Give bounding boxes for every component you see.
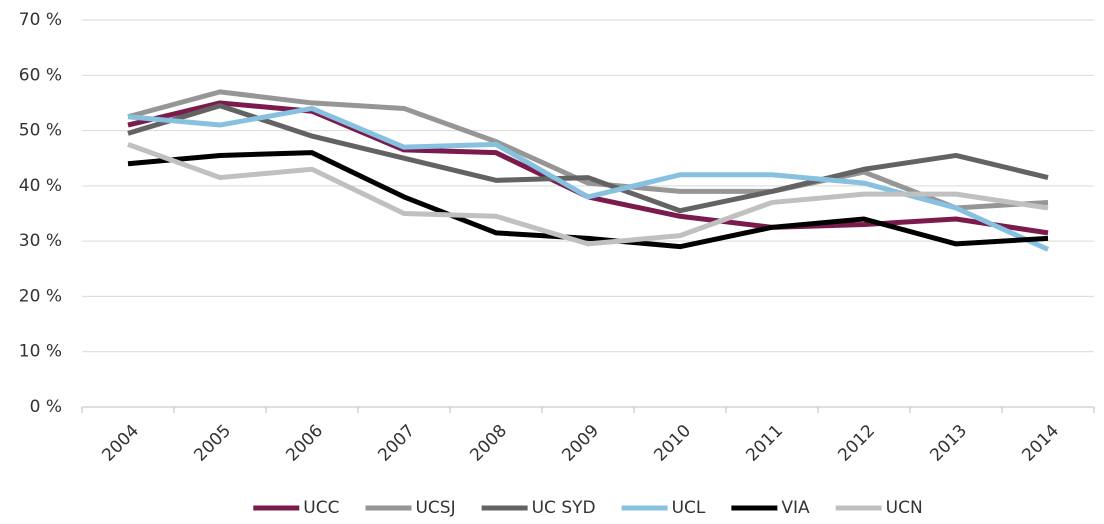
legend-label: VIA — [781, 498, 810, 518]
x-tick-label: 2004 — [98, 421, 143, 466]
y-tick-label: 40 % — [19, 176, 62, 196]
x-tick-label: 2006 — [282, 421, 327, 466]
y-tick-label: 30 % — [19, 231, 62, 251]
x-tick-label: 2005 — [190, 421, 235, 466]
y-tick-label: 60 % — [19, 65, 62, 85]
y-tick-label: 20 % — [19, 286, 62, 306]
x-tick-label: 2008 — [466, 421, 511, 466]
legend-label: UCSJ — [415, 498, 455, 518]
x-tick-label: 2012 — [834, 421, 879, 466]
x-tick-label: 2007 — [374, 421, 419, 466]
y-tick-label: 70 % — [19, 10, 62, 30]
legend: UCC UCSJ UC SYD UCL VIA UCN — [253, 498, 923, 518]
legend-label: UCL — [672, 498, 706, 518]
y-tick-label: 0 % — [30, 397, 62, 417]
legend-label: UCC — [303, 498, 339, 518]
series-line — [127, 103, 1049, 214]
series-line — [127, 105, 1050, 252]
y-tick-label: 50 % — [19, 121, 62, 141]
x-tick-label: 2014 — [1018, 421, 1063, 466]
x-tick-label: 2010 — [650, 421, 695, 466]
series-line — [127, 150, 1049, 250]
legend-label: UC SYD — [532, 498, 596, 518]
series-line — [127, 89, 1049, 211]
x-tick-label: 2009 — [558, 421, 603, 466]
x-tick-label: 2013 — [926, 421, 971, 466]
series-line — [127, 142, 1049, 247]
x-tick-label: 2011 — [742, 421, 787, 466]
y-tick-label: 10 % — [19, 342, 62, 362]
legend-label: UCN — [886, 498, 923, 518]
